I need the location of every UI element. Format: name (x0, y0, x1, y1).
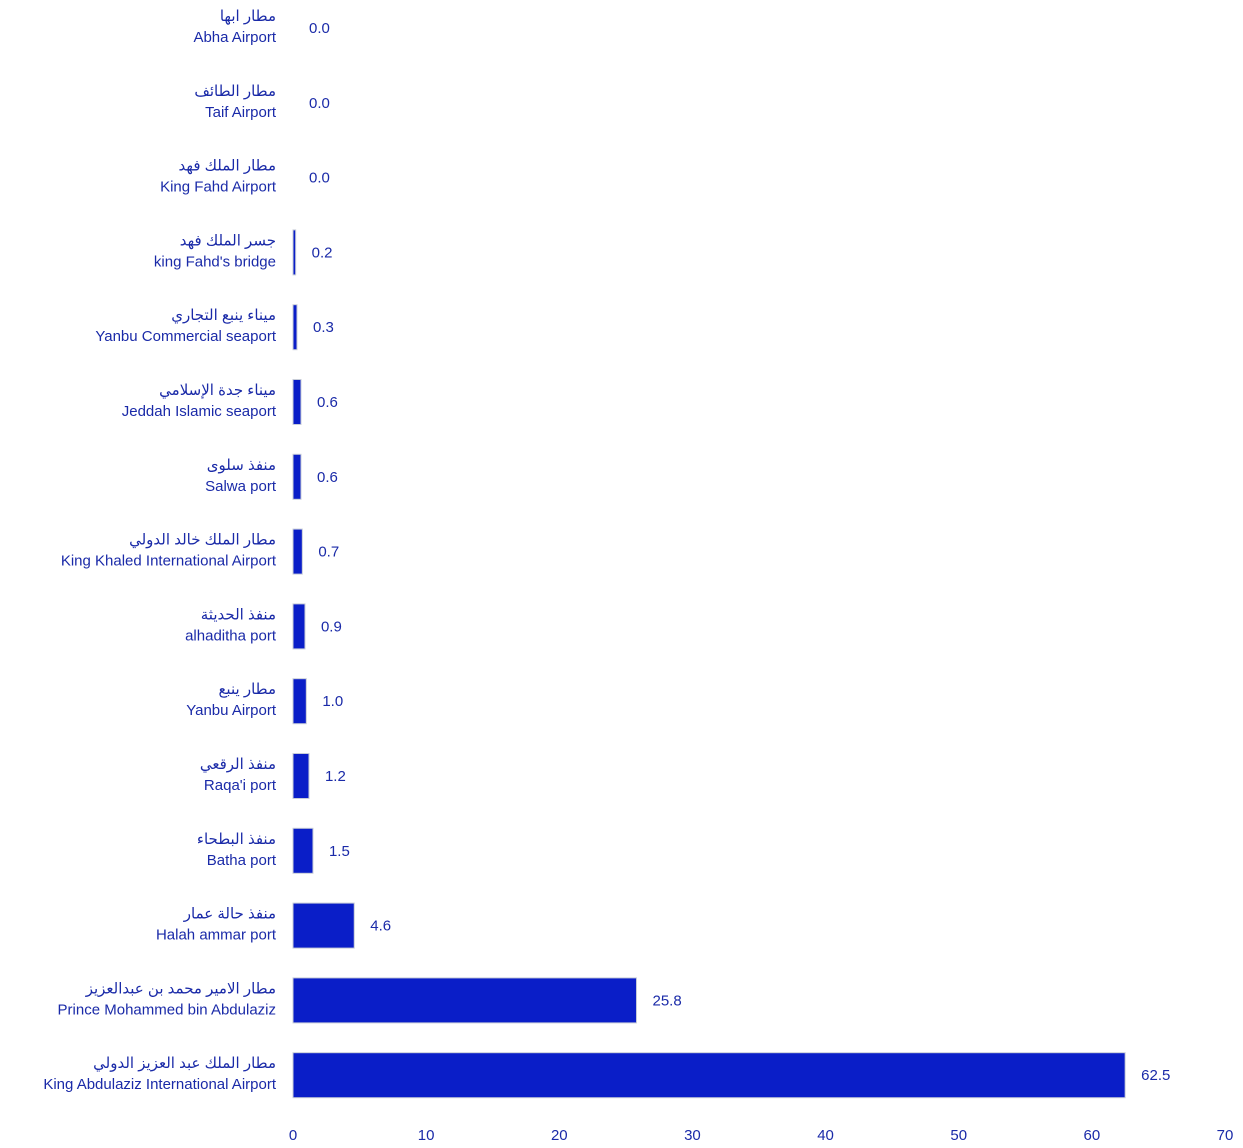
value-label: 4.6 (370, 918, 391, 935)
value-label: 0.6 (317, 469, 338, 486)
category-label-en: King Fahd Airport (160, 179, 277, 196)
category-label-en: King Abdulaziz International Airport (43, 1076, 276, 1093)
bar (292, 827, 314, 874)
category-label-ar: مطار الملك خالد الدولي (129, 532, 276, 550)
category-label-en: Yanbu Airport (186, 702, 277, 719)
bar (292, 379, 302, 425)
bar (292, 678, 307, 725)
category-label-ar: منفذ سلوى (207, 457, 276, 474)
x-tick-label: 50 (950, 1127, 967, 1144)
x-tick-label: 30 (684, 1127, 701, 1144)
x-tick-label: 0 (289, 1127, 297, 1144)
value-label: 0.9 (321, 618, 342, 635)
category-label-ar: مطار ينبع (218, 681, 276, 698)
x-tick-label: 10 (418, 1127, 435, 1144)
category-label-ar: منفذ الحديثة (201, 606, 276, 623)
value-label: 0.0 (309, 20, 330, 37)
category-label-en: Prince Mohammed bin Abdulaziz (58, 1001, 276, 1018)
bar (292, 603, 306, 650)
category-label-ar: منفذ حالة عمار (183, 906, 276, 923)
category-label-en: Jeddah Islamic seaport (122, 403, 277, 420)
value-label: 0.6 (317, 394, 338, 411)
value-label: 0.0 (309, 170, 330, 187)
bar (292, 453, 302, 500)
value-label: 0.7 (318, 544, 339, 561)
category-label-en: King Khaled International Airport (61, 553, 277, 570)
bar (292, 304, 298, 351)
value-label: 1.0 (322, 693, 343, 710)
category-label-en: king Fahd's bridge (154, 253, 276, 270)
category-label-en: Abha Airport (193, 29, 276, 46)
x-tick-label: 60 (1084, 1127, 1101, 1144)
category-label-en: alhaditha port (185, 627, 277, 644)
category-label-en: Batha port (207, 852, 277, 869)
category-label-ar: مطار ابها (220, 8, 276, 25)
category-label-ar: مطار الملك عبد العزيز الدولي (93, 1055, 276, 1073)
x-tick-label: 70 (1217, 1127, 1234, 1144)
category-label-ar: جسر الملك فهد (180, 232, 276, 249)
bar (292, 1052, 1126, 1099)
value-label: 0.0 (309, 95, 330, 112)
value-label: 25.8 (653, 992, 682, 1009)
category-label-ar: مطار الامير محمد بن عبدالعزيز (85, 980, 276, 997)
category-label-ar: مطار الطائف (194, 83, 276, 100)
category-label-en: Yanbu Commercial seaport (95, 328, 276, 345)
category-label-en: Raqa'i port (204, 777, 277, 794)
category-label-en: Halah ammar port (156, 927, 277, 944)
category-label-en: Taif Airport (205, 104, 277, 121)
x-tick-label: 20 (551, 1127, 568, 1144)
bar (292, 977, 638, 1024)
category-label-ar: منفذ البطحاء (197, 831, 276, 848)
value-label: 0.2 (312, 244, 333, 261)
category-label-ar: ميناء جدة الإسلامي (159, 382, 276, 400)
category-label-en: Salwa port (205, 478, 277, 495)
bar (292, 528, 303, 575)
category-label-ar: منفذ الرقعي (200, 756, 276, 774)
value-label: 0.3 (313, 319, 334, 336)
bar (292, 753, 310, 799)
value-label: 1.2 (325, 768, 346, 785)
value-label: 1.5 (329, 843, 350, 860)
x-tick-label: 40 (817, 1127, 834, 1144)
value-label: 62.5 (1141, 1067, 1170, 1084)
bar (292, 229, 297, 276)
bar (292, 902, 355, 949)
category-label-ar: ميناء ينبع التجاري (171, 307, 276, 325)
category-label-ar: مطار الملك فهد (179, 158, 276, 175)
